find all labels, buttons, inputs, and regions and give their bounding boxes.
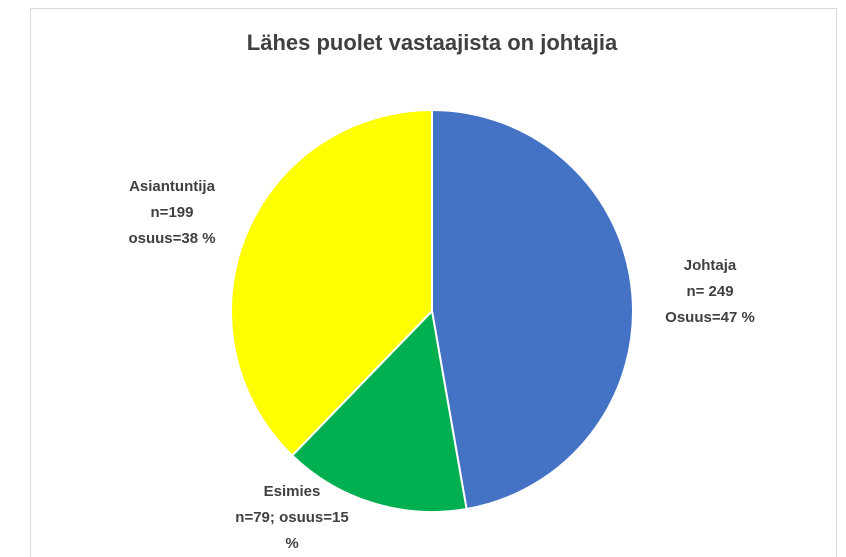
data-label: osuus=38 % — [128, 230, 215, 247]
data-label: n=79; osuus=15 — [235, 509, 348, 526]
data-label: Osuus=47 % — [665, 309, 755, 326]
chart-title: Lähes puolet vastaajista on johtajia — [247, 30, 618, 55]
data-label-name: Asiantuntija — [129, 178, 215, 195]
data-label-name: Esimies — [264, 483, 321, 500]
pie-slice — [230, 108, 433, 457]
pie-slice — [290, 308, 468, 513]
data-label: n=199 — [151, 204, 194, 221]
data-label-name: Johtaja — [684, 257, 737, 274]
data-label: % — [285, 535, 298, 552]
data-label: n= 249 — [686, 283, 733, 300]
pie-slice — [431, 108, 634, 511]
